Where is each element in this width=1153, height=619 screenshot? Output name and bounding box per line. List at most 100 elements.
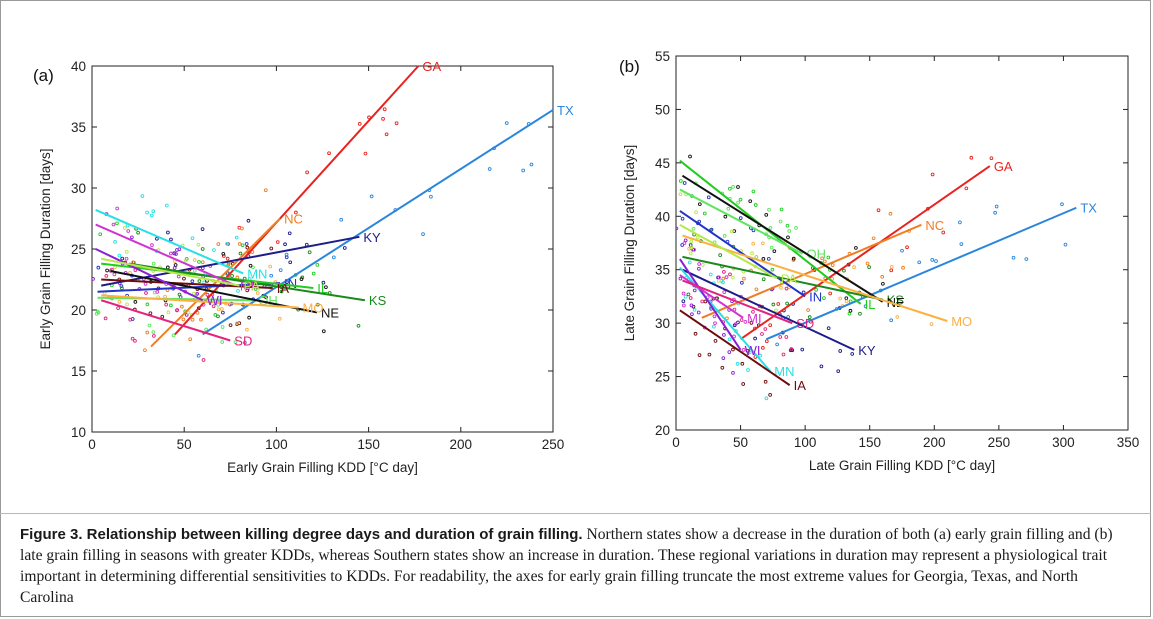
fit-label-wi: WI bbox=[207, 293, 223, 308]
scatter-point bbox=[754, 287, 759, 292]
scatter-point bbox=[729, 229, 734, 234]
scatter-point bbox=[221, 310, 225, 315]
scatter-point bbox=[1011, 255, 1016, 260]
scatter-point bbox=[180, 304, 184, 309]
scatter-point bbox=[143, 282, 148, 286]
scatter-point bbox=[136, 230, 140, 235]
scatter-point bbox=[384, 132, 389, 137]
scatter-point bbox=[713, 321, 717, 326]
y-tick-label: 45 bbox=[655, 156, 670, 171]
scatter-point bbox=[772, 249, 777, 254]
scatter-point bbox=[768, 323, 773, 328]
scatter-point bbox=[115, 221, 119, 226]
scatter-point bbox=[785, 223, 790, 228]
panel-b: 0 50 100 150 200 250 300 350 20 25 30 35 40 45 50 55 Lat… bbox=[619, 49, 1139, 473]
y-tick-label: 55 bbox=[655, 49, 670, 64]
fit-label-nc: NC bbox=[925, 218, 944, 233]
scatter-point bbox=[311, 271, 316, 276]
scatter-point bbox=[941, 230, 946, 235]
fit-label-mn: MN bbox=[774, 364, 794, 379]
scatter-point bbox=[682, 241, 687, 246]
scatter-point bbox=[826, 326, 831, 331]
scatter-point bbox=[867, 265, 871, 269]
scatter-point bbox=[190, 317, 195, 322]
scatter-point bbox=[779, 207, 784, 212]
scatter-point bbox=[678, 192, 683, 197]
scatter-point bbox=[245, 288, 249, 293]
fit-line-ia bbox=[679, 309, 791, 386]
fit-label-ia: IA bbox=[277, 281, 290, 296]
scatter-point bbox=[820, 256, 824, 261]
fit-line-mi bbox=[95, 223, 237, 287]
scatter-point bbox=[283, 242, 287, 247]
scatter-point bbox=[863, 304, 868, 309]
scatter-point bbox=[761, 257, 766, 261]
fit-label-mo: MO bbox=[951, 314, 972, 329]
scatter-point bbox=[683, 294, 688, 299]
scatter-point bbox=[747, 350, 752, 355]
scatter-point bbox=[148, 311, 153, 316]
scatter-point bbox=[736, 320, 740, 325]
x-tick-label: 100 bbox=[265, 437, 288, 452]
scatter-point bbox=[269, 246, 274, 251]
scatter-point bbox=[195, 291, 200, 296]
scatter-point bbox=[356, 323, 361, 328]
y-tick-label: 35 bbox=[71, 120, 86, 135]
scatter-point bbox=[86, 250, 89, 253]
scatter-point bbox=[722, 290, 727, 294]
scatter-point bbox=[727, 350, 732, 354]
scatter-point bbox=[691, 226, 696, 231]
fit-line-ga bbox=[174, 65, 420, 336]
scatter-point bbox=[830, 263, 835, 267]
scatter-point bbox=[197, 260, 201, 264]
scatter-point bbox=[688, 251, 693, 256]
scatter-point bbox=[717, 275, 721, 280]
scatter-point bbox=[331, 255, 336, 260]
scatter-point bbox=[781, 352, 786, 357]
fit-label-il: IL bbox=[865, 297, 876, 312]
scatter-point bbox=[145, 302, 150, 307]
x-tick-label: 150 bbox=[858, 435, 881, 450]
scatter-point bbox=[900, 248, 904, 253]
scatter-point bbox=[151, 330, 156, 334]
scatter-point bbox=[766, 256, 771, 261]
scatter-point bbox=[183, 258, 188, 263]
scatter-point bbox=[305, 170, 309, 175]
scatter-point bbox=[774, 308, 778, 313]
scatter-point bbox=[745, 348, 750, 353]
scatter-point bbox=[133, 338, 137, 343]
scatter-point bbox=[201, 358, 206, 362]
x-tick-label: 50 bbox=[733, 435, 748, 450]
scatter-point bbox=[681, 291, 686, 296]
scatter-point bbox=[888, 211, 893, 216]
fit-label-ks: KS bbox=[369, 293, 387, 308]
scatter-point bbox=[758, 353, 762, 358]
scatter-point bbox=[240, 226, 244, 231]
scatter-point bbox=[807, 315, 812, 319]
scatter-point bbox=[238, 251, 243, 256]
fit-line-wi bbox=[95, 248, 204, 302]
scatter-point bbox=[163, 294, 167, 299]
scatter-point bbox=[725, 316, 729, 321]
x-tick-label: 250 bbox=[542, 437, 565, 452]
scatter-point bbox=[712, 314, 717, 319]
scatter-point bbox=[220, 325, 225, 329]
scatter-point bbox=[181, 317, 186, 322]
scatter-point bbox=[192, 258, 197, 262]
scatter-point bbox=[221, 251, 226, 256]
scatter-point bbox=[754, 255, 759, 259]
x-tick-label: 200 bbox=[450, 437, 473, 452]
scatter-point bbox=[216, 307, 221, 312]
scatter-point bbox=[111, 222, 116, 227]
fit-line-ne bbox=[681, 174, 884, 303]
scatter-point bbox=[695, 235, 700, 240]
scatter-point bbox=[706, 195, 711, 200]
x-tick-label: 0 bbox=[672, 435, 680, 450]
scatter-point bbox=[113, 239, 117, 244]
scatter-point bbox=[763, 327, 768, 331]
fit-line-ne bbox=[110, 269, 318, 314]
scatter-point bbox=[767, 207, 771, 212]
scatter-point bbox=[504, 121, 509, 125]
scatter-point bbox=[277, 316, 282, 321]
